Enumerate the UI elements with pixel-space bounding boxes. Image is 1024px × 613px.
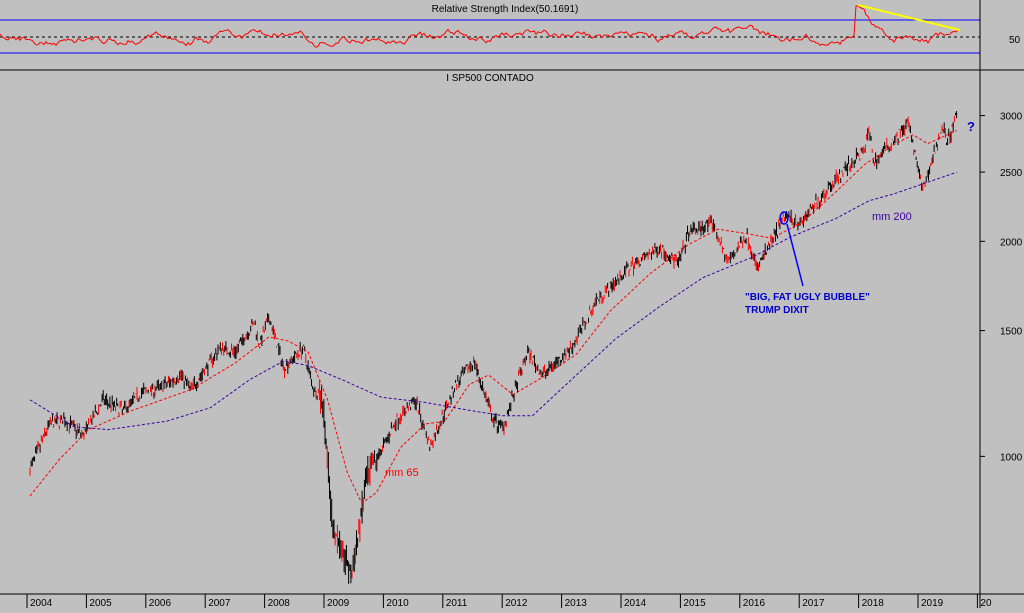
x-tick-label: 2017 bbox=[802, 598, 825, 608]
x-tick-label: 20 bbox=[980, 598, 992, 608]
x-axis-ticks: 2004 2005 2006 2007 2008 2009 2010 2011 2012 2013… bbox=[26, 594, 992, 609]
x-tick-label: 2005 bbox=[89, 598, 112, 608]
x-tick-label: 2007 bbox=[208, 598, 231, 608]
bubble-attribution: TRUMP DIXIT bbox=[745, 305, 809, 316]
x-tick-label: 2015 bbox=[683, 598, 706, 608]
ma200-line bbox=[29, 171, 957, 431]
ma65-label: mm 65 bbox=[385, 467, 419, 479]
rsi-line bbox=[0, 5, 959, 48]
x-tick-label: 2009 bbox=[327, 598, 350, 608]
price-bars bbox=[29, 111, 958, 584]
bubble-quote: "BIG, FAT UGLY BUBBLE" bbox=[745, 292, 870, 303]
price-panel-title: I SP500 CONTADO bbox=[446, 73, 534, 84]
x-tick-label: 2010 bbox=[386, 598, 409, 608]
x-tick-label: 2004 bbox=[30, 598, 53, 608]
question-mark: ? bbox=[967, 119, 975, 134]
bubble-arrow bbox=[786, 223, 804, 287]
x-tick-label: 2014 bbox=[624, 598, 647, 608]
x-tick-label: 2011 bbox=[446, 598, 468, 608]
x-tick-label: 2006 bbox=[149, 598, 172, 608]
x-tick-label: 2013 bbox=[565, 598, 588, 608]
x-tick-label: 2019 bbox=[921, 598, 944, 608]
y-axis-ticks: 3000 2500 2000 1500 1000 bbox=[980, 112, 1023, 463]
rsi-panel: Relative Strength Index(50.1691) 50 bbox=[0, 4, 1021, 54]
y-tick-label: 1000 bbox=[1000, 452, 1023, 463]
rsi-title: Relative Strength Index(50.1691) bbox=[432, 4, 579, 15]
y-tick-label: 2500 bbox=[1000, 168, 1023, 179]
ma200-label: mm 200 bbox=[872, 211, 912, 223]
rsi-trendline bbox=[857, 4, 961, 31]
rsi-tick-50: 50 bbox=[1009, 35, 1021, 46]
bubble-marker bbox=[779, 211, 789, 225]
x-tick-label: 2016 bbox=[743, 598, 766, 608]
y-tick-label: 2000 bbox=[1000, 237, 1023, 248]
ma65-line bbox=[29, 130, 957, 504]
y-tick-label: 3000 bbox=[1000, 112, 1023, 123]
x-tick-label: 2012 bbox=[505, 598, 528, 608]
x-tick-label: 2008 bbox=[268, 598, 291, 608]
y-tick-label: 1500 bbox=[1000, 327, 1023, 338]
x-tick-label: 2018 bbox=[862, 598, 885, 608]
